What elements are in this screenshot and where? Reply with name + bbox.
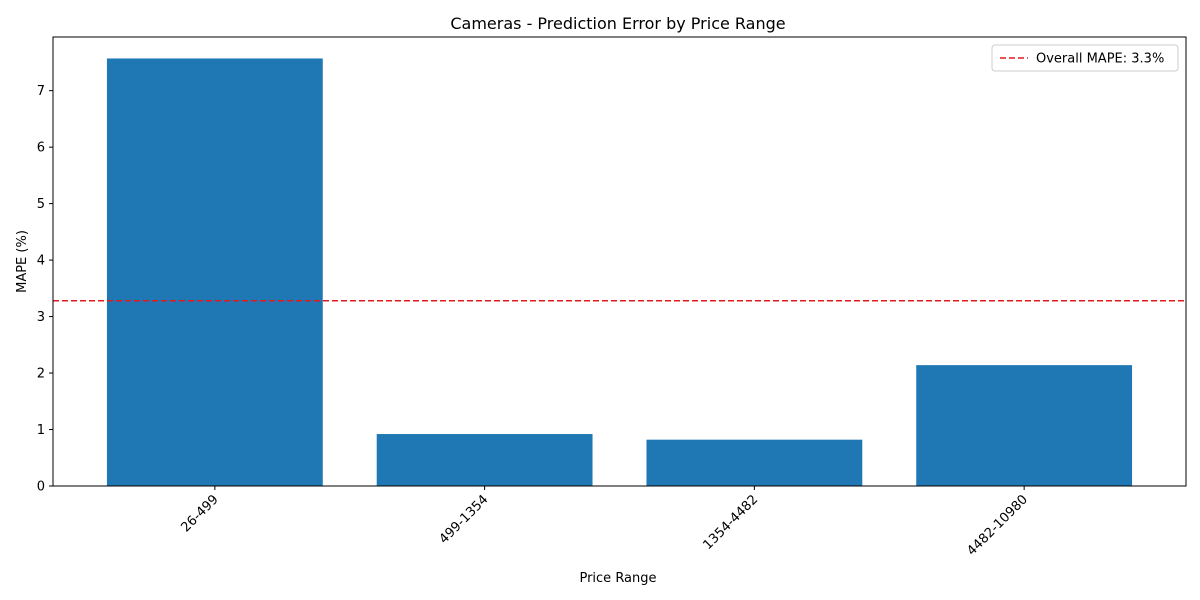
- y-tick-label: 5: [37, 197, 45, 212]
- legend-box: [991, 44, 1179, 72]
- y-tick-label: 3: [37, 310, 45, 325]
- x-ticks-group: 26-499 499-1354 1354-4482 4482-10980: [179, 486, 1031, 559]
- y-tick-label: 7: [37, 84, 45, 99]
- x-tick-label: 1354-4482: [700, 492, 761, 553]
- plot-frame: [52, 36, 1187, 487]
- bar-499-1354: [376, 434, 593, 486]
- bar-1354-4482: [646, 439, 863, 486]
- axes-group: [52, 36, 1187, 487]
- y-tick-label: 6: [37, 141, 45, 156]
- legend-label: Overall MAPE: 3.3%: [1036, 52, 1164, 67]
- bars-group: [106, 58, 1133, 486]
- y-axis-title: MAPE (%): [15, 230, 30, 293]
- y-ticks-group: 0 1 2 3 4 5 6 7: [37, 84, 53, 495]
- legend: Overall MAPE: 3.3%: [991, 44, 1179, 72]
- bar-4482-10980: [916, 365, 1133, 486]
- y-tick-label: 4: [37, 254, 45, 269]
- x-tick-label: 26-499: [179, 492, 222, 535]
- y-tick-label: 1: [37, 423, 45, 438]
- bar-26-499: [106, 58, 323, 486]
- y-tick-label: 2: [37, 367, 45, 382]
- x-tick-label: 499-1354: [437, 492, 492, 547]
- chart-title: Cameras - Prediction Error by Price Rang…: [450, 14, 785, 33]
- x-axis-title: Price Range: [579, 571, 656, 586]
- x-tick-label: 4482-10980: [964, 492, 1031, 559]
- y-tick-label: 0: [37, 480, 45, 495]
